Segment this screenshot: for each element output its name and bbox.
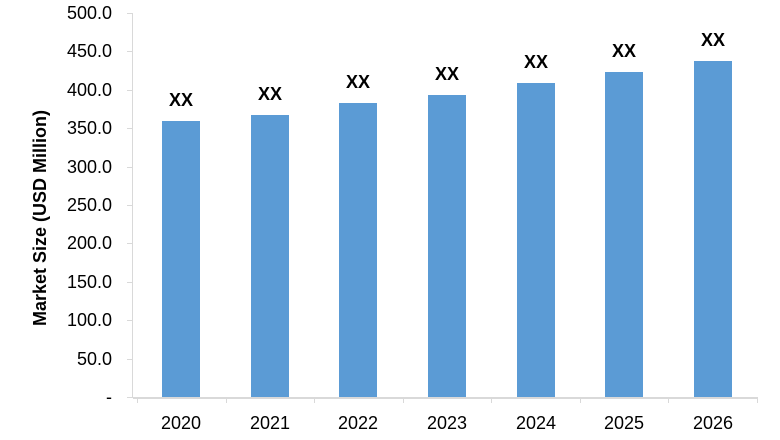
y-tick-mark [127, 320, 133, 321]
x-tick-mark [314, 397, 315, 403]
x-axis-category-label: 2026 [692, 413, 734, 433]
bar-value-label: XX [611, 41, 636, 61]
y-tick-label: 300.0 [66, 156, 112, 177]
x-tick-mark [668, 397, 669, 403]
x-axis-category-label: 2022 [337, 413, 379, 433]
y-tick-label: 500.0 [66, 3, 112, 23]
y-tick-mark [127, 205, 133, 206]
bar-2022 [339, 103, 377, 397]
bar-2020 [162, 121, 200, 397]
bar-value-label: XX [257, 84, 282, 104]
y-tick-label: 350.0 [66, 118, 112, 139]
bar-value-label: XX [345, 72, 370, 92]
x-tick-mark [137, 397, 138, 403]
bar-2024 [517, 83, 555, 397]
y-tick-label: - [106, 387, 112, 407]
x-axis-category-label: 2025 [603, 413, 645, 433]
bar-2026 [694, 61, 732, 397]
x-tick-mark [226, 397, 227, 403]
y-tick-label: 50.0 [76, 348, 112, 369]
y-tick-label: 200.0 [66, 233, 112, 254]
bar-2021 [251, 115, 289, 397]
y-tick-mark [127, 128, 133, 129]
y-tick-mark [127, 167, 133, 168]
x-axis-line [133, 397, 757, 399]
y-tick-label: 450.0 [66, 41, 112, 62]
bar-value-label: XX [700, 30, 725, 50]
y-tick-label: 150.0 [66, 271, 112, 292]
y-tick-mark [127, 51, 133, 52]
y-tick-mark [127, 13, 133, 14]
y-tick-label: 250.0 [66, 195, 112, 215]
y-tick-mark [127, 359, 133, 360]
y-tick-mark [127, 282, 133, 283]
bar-value-label: XX [523, 52, 548, 72]
y-tick-mark [127, 243, 133, 244]
x-axis-category-label: 2024 [515, 413, 557, 433]
y-tick-label: 100.0 [66, 310, 112, 331]
x-axis-category-label: 2021 [249, 413, 291, 433]
x-tick-mark [757, 397, 758, 403]
x-tick-mark [491, 397, 492, 403]
bar-2023 [428, 95, 466, 397]
bar-value-label: XX [168, 90, 193, 110]
x-axis-category-label: 2023 [426, 413, 468, 433]
y-tick-mark [127, 397, 133, 398]
x-axis-category-label: 2020 [160, 413, 202, 433]
y-tick-mark [127, 90, 133, 91]
x-tick-mark [580, 397, 581, 403]
bar-value-label: XX [434, 64, 459, 84]
bar-2025 [605, 72, 643, 397]
x-tick-mark [403, 397, 404, 403]
y-tick-label: 400.0 [66, 79, 112, 100]
